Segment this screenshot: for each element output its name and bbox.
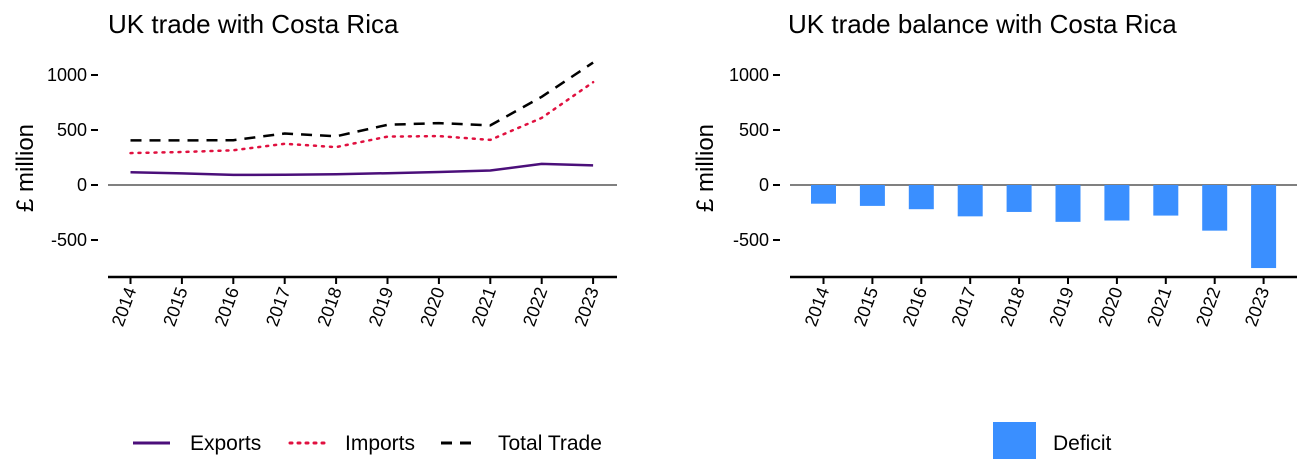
- right-chart-y-axis-label: £ million: [692, 124, 719, 212]
- left-chart-x-tick-label: 2017: [262, 285, 294, 329]
- legend-deficit-swatch: [993, 422, 1036, 459]
- right-chart-x-tick-label: 2019: [1045, 285, 1077, 329]
- left-chart-x-tick-label: 2018: [313, 285, 345, 329]
- left-chart-y-tick-label: -500: [51, 230, 87, 250]
- deficit-bar: [1202, 185, 1228, 231]
- deficit-bar: [1153, 185, 1179, 216]
- deficit-bar: [1055, 185, 1081, 222]
- left-chart-x-ticks: 2014 2015 2016 2017 2018 2019 2020 2021 2022 2023: [108, 277, 603, 329]
- right-chart-x-tick-label: 2022: [1192, 285, 1224, 329]
- right-chart-x-tick-label: 2014: [801, 285, 833, 329]
- right-chart-x-tick-label: 2020: [1094, 285, 1126, 329]
- left-chart-legend: Exports Imports Total Trade: [133, 432, 602, 455]
- right-chart-y-ticks: 1000 500 0 -500: [729, 65, 780, 250]
- right-chart-y-tick-label: 0: [759, 175, 769, 195]
- series-line-exports: [130, 162, 594, 177]
- right-chart-x-tick-label: 2017: [947, 285, 979, 329]
- right-chart-x-tick-label: 2016: [899, 285, 931, 329]
- deficit-bar: [908, 185, 934, 210]
- left-chart-x-tick-label: 2022: [519, 285, 551, 329]
- right-chart-x-tick-label: 2021: [1143, 285, 1175, 329]
- deficit-bar: [957, 185, 983, 217]
- left-chart-y-ticks: 1000 500 0 -500: [47, 65, 98, 250]
- right-chart-x-tick-label: 2015: [850, 285, 882, 329]
- left-chart-panel: UK trade with Costa Rica £ million 1000 5…: [12, 9, 617, 329]
- left-chart-x-tick-label: 2023: [570, 285, 602, 329]
- left-chart-y-axis-label: £ million: [12, 124, 39, 212]
- left-chart-y-tick-label: 0: [77, 175, 87, 195]
- legend-exports-label: Exports: [190, 432, 261, 455]
- deficit-bar: [1251, 185, 1277, 269]
- right-chart-title: UK trade balance with Costa Rica: [788, 9, 1177, 39]
- left-chart-x-tick-label: 2015: [159, 285, 191, 329]
- right-chart-y-tick-label: 500: [739, 120, 769, 140]
- series-line-total-trade: [130, 61, 594, 142]
- series-line-imports: [129, 80, 595, 155]
- right-chart-x-ticks: 2014 2015 2016 2017 2018 2019 2020 2021 2022 2023: [801, 277, 1273, 329]
- right-chart-panel: UK trade balance with Costa Rica £ milli…: [692, 9, 1297, 329]
- left-chart-y-tick-label: 500: [57, 120, 87, 140]
- legend-deficit-label: Deficit: [1053, 432, 1112, 455]
- left-chart-y-tick-label: 1000: [47, 65, 87, 85]
- left-chart-x-tick-label: 2019: [365, 285, 397, 329]
- left-chart-x-tick-label: 2016: [211, 285, 243, 329]
- right-chart-y-tick-label: 1000: [729, 65, 769, 85]
- left-chart-x-tick-label: 2014: [108, 285, 140, 329]
- legend-total-label: Total Trade: [498, 432, 602, 455]
- right-chart-legend: Deficit: [993, 422, 1112, 459]
- right-chart-x-tick-label: 2018: [996, 285, 1028, 329]
- left-chart-title: UK trade with Costa Rica: [108, 9, 399, 39]
- right-chart-y-tick-label: -500: [733, 230, 769, 250]
- deficit-bar: [1104, 185, 1130, 221]
- deficit-bar: [811, 185, 836, 204]
- left-chart-x-tick-label: 2021: [468, 285, 500, 329]
- right-chart-bars: [811, 185, 1277, 269]
- right-chart-x-tick-label: 2023: [1241, 285, 1273, 329]
- legend-imports-label: Imports: [345, 432, 415, 455]
- deficit-bar: [1006, 185, 1032, 212]
- left-chart-series: [129, 61, 595, 177]
- deficit-bar: [859, 185, 885, 206]
- left-chart-x-tick-label: 2020: [416, 285, 448, 329]
